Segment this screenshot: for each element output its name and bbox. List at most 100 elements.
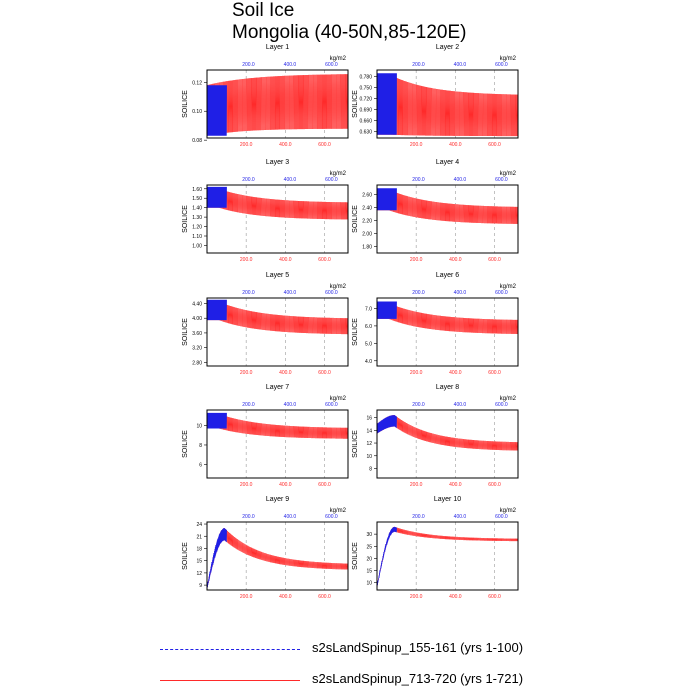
- y-axis-label: SOILICE: [352, 205, 359, 233]
- y-tick-label: 10: [366, 454, 372, 460]
- bottom-tick-label: 600.0: [488, 594, 501, 600]
- y-tick-label: 0.660: [359, 119, 372, 125]
- panel-units-label: kg/m2: [330, 508, 347, 514]
- y-axis-label: SOILICE: [182, 205, 189, 233]
- top-tick-label: 200.0: [412, 402, 425, 408]
- run2-series-line: [376, 526, 519, 586]
- y-tick-label: 12: [196, 571, 202, 577]
- panel-units-label: kg/m2: [500, 396, 517, 402]
- y-axis-label: SOILICE: [352, 90, 359, 118]
- y-tick-label: 1.30: [192, 215, 202, 221]
- panel-units-label: kg/m2: [330, 284, 347, 290]
- bottom-tick-label: 600.0: [488, 482, 501, 488]
- y-axis-label: SOILICE: [182, 90, 189, 118]
- y-tick-label: 15: [196, 559, 202, 565]
- top-tick-label: 600.0: [495, 402, 508, 408]
- bottom-tick-label: 600.0: [318, 482, 331, 488]
- panel-title: Layer 10: [434, 496, 461, 503]
- y-axis-label: SOILICE: [182, 542, 189, 570]
- top-tick-label: 200.0: [242, 514, 255, 520]
- y-tick-label: 0.750: [359, 85, 372, 91]
- y-axis-label: SOILICE: [352, 542, 359, 570]
- y-tick-label: 1.80: [362, 245, 372, 251]
- y-tick-label: 2.00: [362, 232, 372, 238]
- top-tick-label: 600.0: [325, 177, 338, 183]
- y-tick-label: 0.10: [192, 109, 202, 115]
- y-axis-label: SOILICE: [352, 430, 359, 458]
- y-tick-label: 8: [369, 466, 372, 472]
- y-tick-label: 9: [199, 583, 202, 589]
- y-tick-label: 1.20: [192, 225, 202, 231]
- run2-envelope: [377, 526, 518, 588]
- top-tick-label: 200.0: [412, 514, 425, 520]
- top-tick-label: 400.0: [284, 290, 297, 296]
- run1-series-line: [376, 526, 397, 588]
- panel-units-label: kg/m2: [500, 284, 517, 290]
- legend-dashed-line-icon: [160, 649, 300, 650]
- panel-units-label: kg/m2: [500, 171, 517, 177]
- panel-frame: [206, 521, 349, 591]
- panel-frame: [206, 69, 349, 139]
- y-tick-label: 16: [366, 416, 372, 422]
- bottom-tick-label: 200.0: [410, 370, 423, 376]
- bottom-tick-label: 200.0: [410, 142, 423, 148]
- top-tick-label: 400.0: [284, 177, 297, 183]
- top-tick-label: 600.0: [325, 514, 338, 520]
- y-tick-label: 0.08: [192, 138, 202, 144]
- top-tick-label: 400.0: [454, 402, 467, 408]
- bottom-tick-label: 600.0: [318, 257, 331, 263]
- top-tick-label: 600.0: [495, 62, 508, 68]
- panel-frame: [376, 409, 519, 479]
- panel-frame: [206, 297, 349, 367]
- top-tick-label: 200.0: [412, 62, 425, 68]
- bottom-tick-label: 200.0: [240, 142, 253, 148]
- y-tick-label: 1.50: [192, 196, 202, 202]
- bottom-tick-label: 200.0: [240, 257, 253, 263]
- top-tick-label: 600.0: [325, 62, 338, 68]
- y-tick-label: 4.40: [192, 302, 202, 308]
- bottom-tick-label: 600.0: [488, 142, 501, 148]
- panel-title: Layer 1: [266, 44, 289, 51]
- bottom-tick-label: 400.0: [449, 482, 462, 488]
- y-axis-label: SOILICE: [352, 318, 359, 346]
- run1-series-line: [206, 85, 227, 136]
- y-tick-label: 2.40: [362, 206, 372, 212]
- run2-series-line: [376, 74, 519, 137]
- legend-solid-line-icon: [160, 680, 300, 681]
- y-axis-label: SOILICE: [182, 318, 189, 346]
- y-tick-label: 25: [366, 544, 372, 550]
- bottom-tick-label: 200.0: [410, 257, 423, 263]
- y-tick-label: 14: [366, 428, 372, 434]
- panel-frame: [376, 184, 519, 254]
- y-tick-label: 15: [366, 569, 372, 575]
- legend-entry-run1: s2sLandSpinup_155-161 (yrs 1-100): [160, 640, 580, 660]
- y-tick-label: 24: [196, 522, 202, 528]
- panel-units-label: kg/m2: [330, 396, 347, 402]
- y-tick-label: 3.60: [192, 331, 202, 337]
- top-tick-label: 200.0: [242, 177, 255, 183]
- panel-frame: [376, 69, 519, 139]
- bottom-tick-label: 400.0: [279, 257, 292, 263]
- panel-frame: [376, 297, 519, 367]
- y-tick-label: 2.20: [362, 219, 372, 225]
- y-tick-label: 20: [366, 556, 372, 562]
- run2-series-line: [376, 415, 519, 451]
- y-tick-label: 21: [196, 534, 202, 540]
- legend-entry-run2: s2sLandSpinup_713-720 (yrs 1-721): [160, 671, 580, 691]
- y-tick-label: 2.60: [362, 193, 372, 199]
- panel-units-label: kg/m2: [500, 508, 517, 514]
- top-tick-label: 400.0: [454, 514, 467, 520]
- y-tick-label: 1.00: [192, 243, 202, 249]
- run1-series-line: [206, 299, 227, 321]
- panel-title: Layer 5: [266, 272, 289, 279]
- bottom-tick-label: 400.0: [449, 257, 462, 263]
- y-tick-label: 2.80: [192, 360, 202, 366]
- bottom-tick-label: 400.0: [279, 370, 292, 376]
- run1-series-line: [206, 186, 227, 208]
- run2-series-line: [206, 413, 349, 439]
- top-tick-label: 400.0: [284, 514, 297, 520]
- panel-title: Layer 3: [266, 159, 289, 166]
- run1-series-line: [376, 415, 397, 434]
- y-tick-label: 8: [199, 443, 202, 449]
